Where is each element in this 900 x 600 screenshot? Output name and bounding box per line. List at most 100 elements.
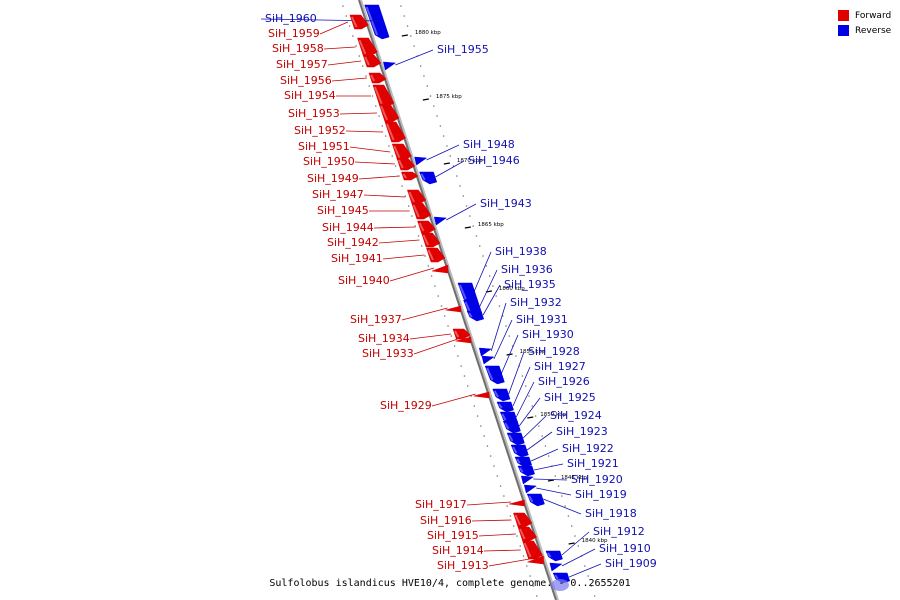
gene-sih-1943[interactable]: SiH_1943 xyxy=(433,197,532,226)
gene-feature[interactable] xyxy=(445,305,462,313)
gene-label[interactable]: SiH_1909 xyxy=(605,557,657,570)
gene-label[interactable]: SiH_1928 xyxy=(528,345,580,358)
gene-sih-1950[interactable]: SiH_1950 xyxy=(303,155,416,171)
gene-sih-1948[interactable]: SiH_1948 xyxy=(414,138,515,166)
gene-label[interactable]: SiH_1919 xyxy=(575,488,627,501)
gene-feature[interactable] xyxy=(520,475,534,485)
gene-label[interactable]: SiH_1955 xyxy=(437,43,489,56)
gene-label[interactable]: SiH_1935 xyxy=(504,278,556,291)
gene-sih-1949[interactable]: SiH_1949 xyxy=(307,171,419,185)
gene-label[interactable]: SiH_1921 xyxy=(567,457,619,470)
gene-label[interactable]: SiH_1926 xyxy=(538,375,590,388)
gene-label[interactable]: SiH_1923 xyxy=(556,425,608,438)
gene-label[interactable]: SiH_1931 xyxy=(516,313,568,326)
gene-feature[interactable] xyxy=(407,189,427,205)
gene-sih-1953[interactable]: SiH_1953 xyxy=(288,103,400,123)
gene-feature[interactable] xyxy=(514,456,532,468)
gene-sih-1910[interactable]: SiH_1910 xyxy=(549,542,651,572)
gene-label[interactable]: SiH_1959 xyxy=(268,27,320,40)
gene-label[interactable]: SiH_1951 xyxy=(298,140,350,153)
gene-label[interactable]: SiH_1916 xyxy=(420,514,472,527)
gene-label[interactable]: SiH_1953 xyxy=(288,107,340,120)
gene-label[interactable]: SiH_1927 xyxy=(534,360,586,373)
gene-sih-1916[interactable]: SiH_1916 xyxy=(420,512,533,528)
gene-sih-1957[interactable]: SiH_1957 xyxy=(276,54,382,71)
gene-label[interactable]: SiH_1944 xyxy=(322,221,374,234)
gene-label[interactable]: SiH_1945 xyxy=(317,204,369,217)
gene-feature[interactable] xyxy=(549,562,563,572)
gene-label[interactable]: SiH_1960 xyxy=(265,12,317,25)
gene-label[interactable]: SiH_1925 xyxy=(544,391,596,404)
gene-label[interactable]: SiH_1915 xyxy=(427,529,479,542)
gene-label[interactable]: SiH_1936 xyxy=(501,263,553,276)
gene-sih-1930[interactable]: SiH_1930 xyxy=(484,328,574,385)
gene-feature[interactable] xyxy=(545,550,563,562)
gene-feature[interactable] xyxy=(478,347,492,357)
gene-sih-1956[interactable]: SiH_1956 xyxy=(280,72,387,87)
gene-feature[interactable] xyxy=(517,526,537,542)
gene-feature[interactable] xyxy=(417,220,436,234)
gene-feature[interactable] xyxy=(349,14,369,30)
gene-feature[interactable] xyxy=(401,171,419,181)
gene-label[interactable]: SiH_1918 xyxy=(585,507,637,520)
gene-sih-1925[interactable]: SiH_1925 xyxy=(502,391,596,434)
gene-label[interactable]: SiH_1956 xyxy=(280,74,332,87)
gene-sih-1922[interactable]: SiH_1922 xyxy=(514,442,614,468)
gene-sih-1920[interactable]: SiH_1920 xyxy=(520,473,623,486)
gene-feature[interactable] xyxy=(384,121,406,143)
gene-sih-1942[interactable]: SiH_1942 xyxy=(327,232,441,249)
gene-sih-1954[interactable]: SiH_1954 xyxy=(284,84,395,108)
gene-sih-1952[interactable]: SiH_1952 xyxy=(294,121,406,143)
gene-feature[interactable] xyxy=(510,444,529,458)
gene-feature[interactable] xyxy=(527,555,544,565)
gene-feature[interactable] xyxy=(484,365,505,385)
gene-sih-1955[interactable]: SiH_1955 xyxy=(383,43,489,71)
gene-label[interactable]: SiH_1938 xyxy=(495,245,547,258)
gene-sih-1932[interactable]: SiH_1932 xyxy=(478,296,562,357)
gene-feature[interactable] xyxy=(502,420,521,434)
gene-label[interactable]: SiH_1948 xyxy=(463,138,515,151)
gene-sih-1918[interactable]: SiH_1918 xyxy=(526,493,637,520)
gene-label[interactable]: SiH_1943 xyxy=(480,197,532,210)
gene-label[interactable]: SiH_1920 xyxy=(571,473,623,486)
gene-label[interactable]: SiH_1914 xyxy=(432,544,484,557)
gene-feature[interactable] xyxy=(414,156,428,166)
gene-sih-1945[interactable]: SiH_1945 xyxy=(317,202,432,220)
gene-label[interactable]: SiH_1947 xyxy=(312,188,364,201)
gene-sih-1935[interactable]: SiH_1935 xyxy=(466,278,556,322)
gene-feature[interactable] xyxy=(473,391,490,399)
gene-feature[interactable] xyxy=(452,328,471,340)
gene-label[interactable]: SiH_1930 xyxy=(522,328,574,341)
gene-sih-1927[interactable]: SiH_1927 xyxy=(496,360,586,413)
gene-label[interactable]: SiH_1910 xyxy=(599,542,651,555)
gene-sih-1919[interactable]: SiH_1919 xyxy=(523,484,627,501)
gene-label[interactable]: SiH_1942 xyxy=(327,236,379,249)
gene-sih-1913[interactable]: SiH_1913 xyxy=(437,555,544,572)
gene-feature[interactable] xyxy=(383,61,397,71)
gene-sih-1938[interactable]: SiH_1938 xyxy=(457,245,547,304)
gene-label[interactable]: SiH_1946 xyxy=(468,154,520,167)
gene-feature[interactable] xyxy=(421,232,441,248)
gene-feature[interactable] xyxy=(526,493,545,507)
gene-feature[interactable] xyxy=(433,216,447,226)
gene-feature[interactable] xyxy=(378,103,400,123)
gene-label[interactable]: SiH_1957 xyxy=(276,58,328,71)
gene-label[interactable]: SiH_1929 xyxy=(380,399,432,412)
gene-feature[interactable] xyxy=(419,171,438,185)
gene-label[interactable]: SiH_1954 xyxy=(284,89,336,102)
gene-label[interactable]: SiH_1932 xyxy=(510,296,562,309)
gene-feature[interactable] xyxy=(396,157,416,171)
gene-sih-1951[interactable]: SiH_1951 xyxy=(298,140,412,161)
gene-label[interactable]: SiH_1958 xyxy=(272,42,324,55)
gene-feature[interactable] xyxy=(513,512,533,528)
gene-label[interactable]: SiH_1924 xyxy=(550,409,602,422)
gene-sih-1941[interactable]: SiH_1941 xyxy=(331,247,446,265)
gene-feature[interactable] xyxy=(426,247,446,263)
gene-sih-1921[interactable]: SiH_1921 xyxy=(517,457,619,477)
gene-feature[interactable] xyxy=(481,355,495,365)
gene-label[interactable]: SiH_1952 xyxy=(294,124,346,137)
gene-label[interactable]: SiH_1912 xyxy=(593,525,645,538)
gene-label[interactable]: SiH_1941 xyxy=(331,252,383,265)
gene-feature[interactable] xyxy=(466,310,485,322)
gene-label[interactable]: SiH_1937 xyxy=(350,313,402,326)
